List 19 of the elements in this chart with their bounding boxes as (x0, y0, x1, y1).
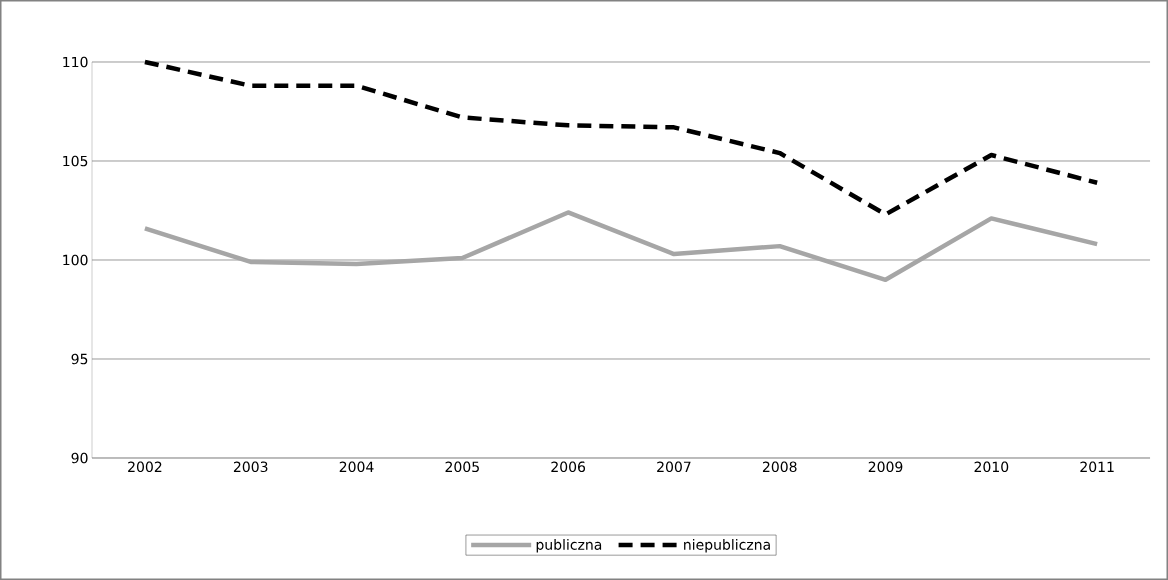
x-tick-label: 2002 (128, 461, 162, 473)
x-tick-label: 2003 (233, 461, 268, 473)
x-tick-label: 2009 (868, 461, 903, 473)
legend-label: niepubliczna (684, 539, 770, 553)
x-tick-label: 2005 (445, 461, 479, 473)
x-tick-label: 2011 (1080, 461, 1114, 473)
y-tick-label: 95 (71, 353, 88, 365)
x-tick-label: 2004 (339, 461, 374, 473)
x-tick-label: 2008 (762, 461, 797, 473)
y-tick-label: 105 (63, 155, 88, 167)
line-series (142, 210, 1100, 283)
x-tick-label: 2007 (657, 461, 691, 473)
y-tick-label: 110 (63, 56, 88, 68)
y-tick-label: 90 (71, 452, 88, 464)
line-series (142, 59, 1100, 217)
y-tick-label: 100 (63, 254, 88, 266)
x-tick-label: 2010 (974, 461, 1009, 473)
x-tick-label: 2006 (551, 461, 586, 473)
legend-label: publiczna (536, 539, 602, 553)
